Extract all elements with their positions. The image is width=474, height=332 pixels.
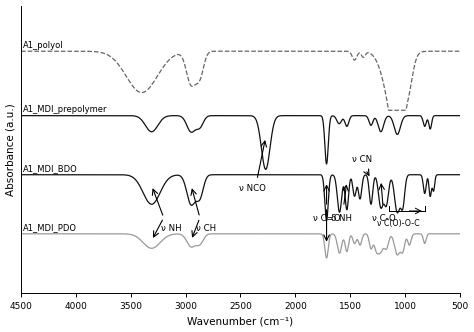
X-axis label: Wavenumber (cm⁻¹): Wavenumber (cm⁻¹) [187,316,293,326]
Text: A1_MDI_BDO: A1_MDI_BDO [23,164,78,173]
Text: ν C(O)-O-C: ν C(O)-O-C [376,219,419,228]
Text: A1_MDI_PDO: A1_MDI_PDO [23,223,77,232]
Text: ν C-O: ν C-O [372,214,395,223]
Text: ν NCO: ν NCO [239,184,266,193]
Text: ν CN: ν CN [352,155,372,164]
Text: A1_MDI_prepolymer: A1_MDI_prepolymer [23,105,108,114]
Text: A1_polyol: A1_polyol [23,41,64,50]
Text: ν NH: ν NH [161,224,182,233]
Text: ν C=O: ν C=O [313,214,340,223]
Text: δ NH: δ NH [331,214,352,223]
Text: ν CH: ν CH [196,224,217,233]
Y-axis label: Absorbance (a.u.): Absorbance (a.u.) [6,103,16,196]
